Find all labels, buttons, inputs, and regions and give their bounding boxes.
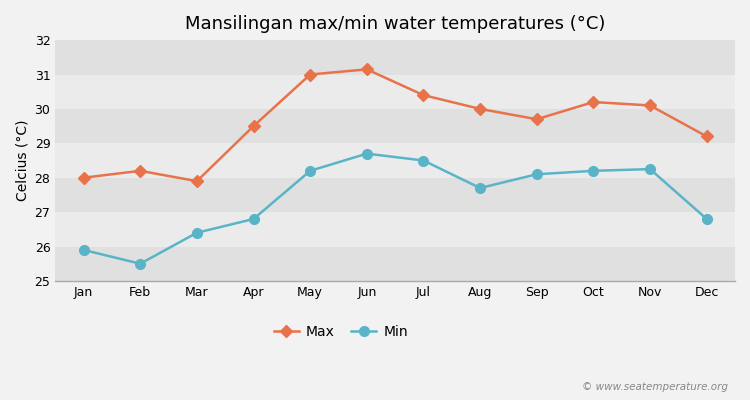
Bar	[56, 212, 735, 246]
Max	[646, 103, 655, 108]
Max	[136, 168, 145, 173]
Y-axis label: Celcius (°C): Celcius (°C)	[15, 120, 29, 201]
Max	[589, 100, 598, 104]
Max	[193, 179, 202, 184]
Max	[476, 106, 484, 111]
Legend: Max, Min: Max, Min	[268, 319, 413, 344]
Bar	[56, 178, 735, 212]
Min	[476, 186, 484, 190]
Max	[702, 134, 711, 139]
Max	[419, 93, 428, 98]
Line: Min: Min	[79, 149, 712, 268]
Max	[306, 72, 315, 77]
Min	[249, 216, 258, 221]
Min	[532, 172, 542, 177]
Max	[249, 124, 258, 128]
Min	[79, 248, 88, 252]
Min	[136, 261, 145, 266]
Text: © www.seatemperature.org: © www.seatemperature.org	[581, 382, 728, 392]
Line: Max: Max	[80, 65, 711, 185]
Min	[306, 168, 315, 173]
Bar	[56, 143, 735, 178]
Max	[79, 175, 88, 180]
Min	[646, 167, 655, 172]
Max	[362, 67, 371, 72]
Max	[532, 117, 542, 122]
Min	[702, 216, 711, 221]
Title: Mansilingan max/min water temperatures (°C): Mansilingan max/min water temperatures (…	[185, 15, 605, 33]
Bar	[56, 246, 735, 281]
Bar	[56, 109, 735, 143]
Bar	[56, 40, 735, 74]
Min	[589, 168, 598, 173]
Bar	[56, 74, 735, 109]
Min	[419, 158, 428, 163]
Min	[193, 230, 202, 235]
Min	[362, 151, 371, 156]
